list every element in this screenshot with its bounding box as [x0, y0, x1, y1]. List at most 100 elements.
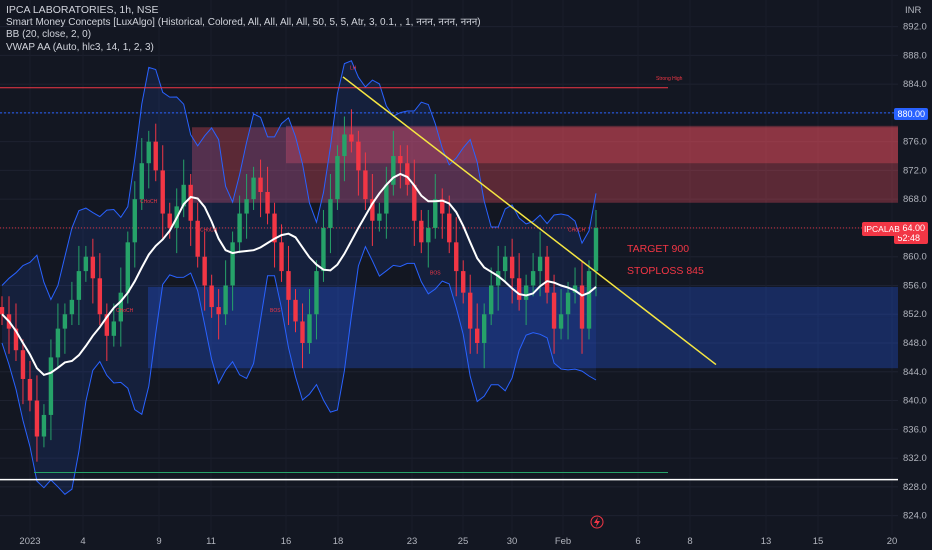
y-tick-8: 856.0 — [903, 280, 927, 291]
y-tick-7: 852.0 — [903, 309, 927, 320]
indicator-bb[interactable]: BB (20, close, 2, 0) — [6, 29, 92, 40]
candle-body-48 — [335, 156, 340, 200]
candle-body-16 — [111, 321, 117, 336]
candle-body-82 — [572, 285, 578, 293]
level-lines — [0, 87, 898, 481]
candle-body-49 — [342, 134, 347, 157]
candle-body-85 — [593, 227, 599, 272]
candle-body-10 — [69, 299, 75, 315]
candle-body-54 — [377, 213, 382, 221]
annotation-7: CHoCH — [568, 228, 586, 234]
trendline-path — [342, 76, 717, 366]
indicator-vwap[interactable]: VWAP AA (Auto, hlc3, 14, 1, 2, 3) — [6, 41, 154, 53]
candle-body-22 — [153, 141, 158, 171]
candle-body-34 — [237, 213, 242, 243]
candle-body-56 — [391, 156, 396, 185]
candle-body-13 — [90, 256, 96, 279]
time-axis[interactable]: 2023 4 9 11 16 18 23 25 30 Feb 6 8 13 15 20 — [19, 536, 897, 547]
candles — [0, 109, 599, 462]
candle-body-11 — [76, 271, 82, 300]
candle-body-61 — [426, 227, 431, 243]
indicator-smc[interactable]: Smart Money Concepts [LuxAlgo] (Historic… — [6, 16, 481, 28]
annotation-5: CHoCH — [200, 228, 218, 234]
bollinger-bands — [1, 60, 597, 495]
candle-body-29 — [202, 256, 207, 286]
candle-body-58 — [405, 163, 410, 185]
candle-body-39 — [272, 213, 277, 243]
candle-body-52 — [363, 170, 368, 200]
candle-body-55 — [384, 184, 389, 214]
x-tick-7: 25 — [458, 536, 469, 547]
candle-body-66 — [461, 271, 466, 293]
candle-body-68 — [475, 328, 480, 344]
smc-annotations: Strong High LH BOS BOS CHoCH CHoCH CHoCH CHoCH — [116, 66, 683, 314]
zone-supply-0 — [286, 125, 898, 164]
x-tick-10: 6 — [635, 536, 640, 547]
candle-body-32 — [223, 285, 228, 315]
symbol-title: IPCA LABORATORIES, 1h, NSE — [6, 4, 159, 16]
candle-body-65 — [454, 242, 459, 272]
candle-body-21 — [146, 141, 151, 164]
candle-body-9 — [62, 314, 68, 329]
y-tick-5: 844.0 — [903, 367, 927, 378]
y-tick-11: 868.0 — [903, 194, 927, 205]
x-tick-8: 30 — [507, 536, 518, 547]
candle-body-50 — [349, 134, 354, 142]
candle-body-36 — [251, 177, 256, 200]
x-tick-5: 18 — [333, 536, 344, 547]
candle-body-77 — [537, 256, 543, 272]
x-tick-2: 9 — [156, 536, 161, 547]
candle-body-33 — [230, 242, 235, 286]
y-tick-4: 840.0 — [903, 396, 927, 407]
candle-body-40 — [279, 242, 284, 272]
y-tick-16: 888.0 — [903, 50, 927, 61]
flash-icon[interactable] — [590, 515, 604, 529]
candle-body-8 — [55, 328, 61, 358]
candle-body-51 — [356, 141, 361, 171]
candle-body-30 — [209, 285, 214, 308]
candle-body-12 — [83, 256, 89, 272]
bb-upper — [1, 60, 597, 301]
candle-body-5 — [34, 400, 40, 437]
smc-zones — [148, 125, 898, 369]
annotation-3: BOS — [430, 271, 441, 277]
candle-body-74 — [516, 278, 522, 300]
bb-fill — [2, 60, 596, 495]
candle-body-27 — [188, 184, 193, 221]
symbol-tag-label: IPCALAB — [864, 224, 900, 234]
last-price-tag: IPCALAB 864.00 52:48 — [894, 222, 928, 244]
level-price-tag: 880.00 — [894, 108, 928, 120]
annotation-4: CHoCH — [140, 199, 158, 205]
candle-body-62 — [433, 199, 438, 228]
annotation-6: CHoCH — [116, 308, 134, 314]
y-tick-0: 824.0 — [903, 511, 927, 522]
candle-body-17 — [118, 292, 123, 322]
candle-body-2 — [13, 328, 19, 351]
stoploss-label: STOPLOSS 845 — [627, 265, 704, 277]
candle-body-44 — [307, 314, 312, 344]
candle-body-35 — [244, 199, 249, 214]
candle-body-19 — [132, 199, 137, 243]
candle-body-41 — [286, 271, 291, 300]
candle-body-3 — [20, 350, 26, 379]
y-tick-1: 828.0 — [903, 482, 927, 493]
last-price: 864.00 — [897, 223, 925, 233]
trendline[interactable] — [342, 76, 717, 366]
candle-body-63 — [440, 199, 445, 214]
candle-body-37 — [258, 177, 263, 192]
candle-body-15 — [104, 314, 110, 336]
y-tick-17: 892.0 — [903, 22, 927, 33]
candle-body-71 — [495, 271, 501, 286]
y-tick-3: 836.0 — [903, 424, 927, 435]
candle-body-79 — [551, 292, 557, 329]
candle-body-57 — [398, 156, 403, 164]
candle-body-73 — [509, 256, 515, 279]
currency-label: INR — [905, 5, 922, 16]
candle-body-76 — [530, 271, 536, 286]
annotation-1: LH — [350, 66, 357, 72]
bar-countdown: 52:48 — [897, 233, 920, 243]
y-tick-13: 876.0 — [903, 137, 927, 148]
candle-body-7 — [48, 357, 54, 415]
candle-body-69 — [481, 314, 487, 344]
